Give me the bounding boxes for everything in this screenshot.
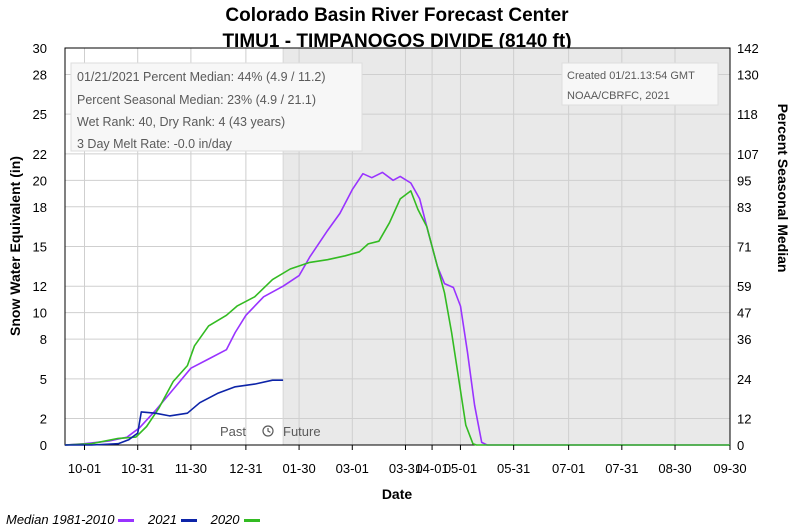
y2-tick-label: 71 [737,240,751,255]
y2-tick-label: 24 [737,372,751,387]
y-tick-label: 18 [33,200,47,215]
past-label: Past [220,424,246,439]
ticks-layer: 0 0 2 12 5 24 8 36 10 47 12 59 15 71 18 83 20 95 22 107 25 11… [33,41,759,476]
chart-title-line1: Colorado Basin River Forecast Center [225,5,569,26]
x-tick-label: 10-31 [121,461,154,476]
x-tick-label: 07-31 [605,461,638,476]
y-tick-label: 5 [40,372,47,387]
legend-item-2021: 2021 [148,512,203,527]
legend-swatch-median [118,519,135,523]
y2-tick-label: 0 [737,438,744,453]
info-line-3: Wet Rank: 40, Dry Rank: 4 (43 years) [77,115,285,129]
y2-tick-label: 47 [737,306,751,321]
legend-label-2021: 2021 [148,512,177,527]
x-tick-label: 07-01 [552,461,585,476]
y-tick-label: 12 [33,279,47,294]
y2-axis-title: Percent Seasonal Median [775,104,791,273]
info-line-1: 01/21/2021 Percent Median: 44% (4.9 / 11… [77,70,326,84]
x-tick-label: 09-30 [713,461,746,476]
y2-tick-label: 36 [737,332,751,347]
y-tick-label: 15 [33,240,47,255]
x-tick-label: 01-30 [282,461,315,476]
y-tick-label: 8 [40,332,47,347]
info-line-2: Percent Seasonal Median: 23% (4.9 / 21.1… [77,93,316,107]
y-tick-label: 2 [40,412,47,427]
series-line-median-1981-2010 [64,171,730,446]
x-tick-label: 10-01 [68,461,101,476]
x-tick-label: 05-31 [497,461,530,476]
legend-item-2020: 2020 [211,512,266,527]
chart-title-line2: TIMU1 - TIMPANOGOS DIVIDE (8140 ft) [222,31,571,52]
y-tick-label: 28 [33,67,47,82]
clock-icon [262,425,274,437]
x-tick-label: 05-01 [444,461,477,476]
plot-area-border [64,47,731,446]
legend-swatch-2021 [180,519,197,523]
x-axis-title: Date [382,486,413,502]
credit-line-2: NOAA/CBRFC, 2021 [567,90,670,102]
y2-tick-label: 130 [737,67,759,82]
series-line-2020 [64,190,730,446]
x-tick-label: 11-30 [175,461,207,476]
info-box [70,62,363,152]
legend: Median 1981-2010 2021 2020 [6,512,270,527]
legend-item-median: Median 1981-2010 [6,512,140,527]
y2-tick-label: 107 [737,147,759,162]
x-tick-label: 08-30 [658,461,691,476]
legend-swatch-2020 [243,519,260,523]
x-tick-label: 03-01 [336,461,369,476]
y2-tick-label: 118 [737,107,758,122]
legend-label-median: Median 1981-2010 [6,512,115,527]
y2-tick-label: 59 [737,279,751,294]
future-label: Future [283,424,321,439]
credit-line-1: Created 01/21.13:54 GMT [567,70,695,82]
info-line-4: 3 Day Melt Rate: -0.0 in/day [77,137,233,151]
y2-tick-label: 142 [737,41,759,56]
series-layer [64,171,730,446]
y2-tick-label: 95 [737,173,751,188]
y-tick-label: 10 [33,306,47,321]
y-tick-label: 25 [33,107,47,122]
legend-label-2020: 2020 [210,512,240,527]
x-tick-label: 12-31 [229,461,262,476]
y-axis-title: Snow Water Equivalent (in) [7,156,23,336]
y2-tick-label: 12 [737,412,751,427]
x-tick-label: 04-01 [415,461,448,476]
y-tick-label: 0 [40,438,47,453]
y-tick-label: 20 [33,173,47,188]
series-line-2021 [65,379,284,446]
x-tick-label: 03-31 [389,461,422,476]
y2-tick-label: 83 [737,200,751,215]
y-tick-label: 30 [33,41,47,56]
credit-box [561,62,719,106]
y-tick-label: 22 [33,147,47,162]
